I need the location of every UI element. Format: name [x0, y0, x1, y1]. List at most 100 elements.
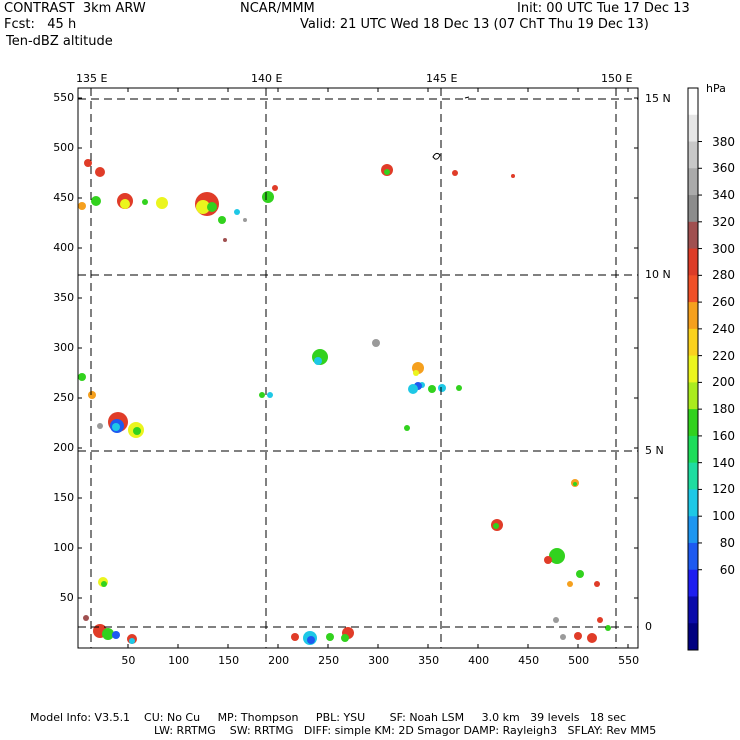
x-tick-label: 300 — [368, 654, 390, 667]
axis-ticks — [78, 88, 638, 648]
colorbar-swatch — [688, 114, 698, 143]
valid-time-label: Valid: 21 UTC Wed 18 Dec 13 (07 ChT Thu … — [300, 17, 649, 32]
echo-cell — [259, 392, 265, 398]
colorbar-level-label: 300 — [712, 241, 735, 256]
echo-cell — [84, 159, 92, 167]
colorbar-swatch — [688, 355, 698, 383]
colorbar-level-label: 340 — [712, 188, 735, 203]
echo-cell — [223, 238, 227, 242]
y-tick-label: 450 — [53, 191, 75, 204]
plot-frame — [77, 87, 639, 649]
echo-cell — [511, 174, 515, 178]
echo-cell — [243, 218, 247, 222]
colorbar-swatch — [688, 221, 698, 250]
echo-cell — [587, 633, 597, 643]
colorbar-level-label: 60 — [719, 562, 735, 577]
echo-cell — [544, 556, 552, 564]
lon-label-145e: 145 E — [426, 72, 458, 85]
colorbar-frame — [687, 87, 699, 651]
echo-cell — [142, 199, 148, 205]
island-outline-north — [464, 96, 470, 99]
colorbar-swatch — [688, 248, 698, 276]
echo-cell — [605, 625, 611, 631]
y-tick-label: 550 — [53, 91, 75, 104]
x-tick-label: 250 — [318, 654, 340, 667]
colorbar-level-label: 320 — [712, 214, 735, 229]
echo-cell — [267, 392, 273, 398]
y-tick-label: 50 — [59, 591, 74, 604]
echo-cell — [120, 199, 130, 209]
echo-cell — [553, 617, 559, 623]
echo-cell — [307, 636, 315, 644]
echo-cell — [196, 200, 210, 214]
echo-cell — [573, 482, 577, 486]
colorbar-swatch — [688, 168, 698, 196]
echo-cell — [576, 570, 584, 578]
x-tick-label: 50 — [121, 654, 136, 667]
echo-cell — [112, 631, 120, 639]
x-tick-label: 350 — [418, 654, 440, 667]
echo-cell — [234, 209, 240, 215]
echo-cell — [452, 170, 458, 176]
colorbar-level-label: 160 — [712, 428, 735, 443]
colorbar-level-label: 280 — [712, 268, 735, 283]
colorbar-level-label: 120 — [712, 482, 735, 497]
colorbar-level-label: 140 — [712, 455, 735, 470]
x-tick-label: 450 — [518, 654, 540, 667]
echo-cell — [574, 632, 582, 640]
colorbar-swatch — [688, 409, 698, 437]
y-tick-label: 150 — [53, 491, 75, 504]
echo-cell — [102, 628, 114, 640]
lon-label-135e: 135 E — [76, 72, 108, 85]
echo-cell — [341, 634, 349, 642]
forecast-hour-label: Fcst: 45 h — [4, 17, 77, 32]
echo-cell — [78, 373, 86, 381]
echo-cell — [404, 425, 410, 431]
echo-cell — [408, 384, 418, 394]
echo-cell — [493, 523, 499, 529]
colorbar-swatch — [688, 542, 698, 571]
y-tick-label: 400 — [53, 241, 75, 254]
echo-cell — [91, 196, 101, 206]
colorbar-swatch — [688, 382, 698, 410]
colorbar-swatch — [688, 328, 698, 357]
echo-cell — [101, 581, 107, 587]
init-time-label: Init: 00 UTC Tue 17 Dec 13 — [517, 1, 690, 16]
colorbar-swatch — [688, 569, 698, 597]
colorbar-swatch — [688, 462, 698, 490]
colorbar-swatch — [688, 623, 698, 651]
echo-cell — [372, 339, 380, 347]
echo-cell — [133, 427, 141, 435]
echo-cell — [272, 185, 278, 191]
echo-cell — [413, 370, 419, 376]
echo-cell — [384, 169, 390, 175]
colorbar-swatch — [688, 141, 698, 169]
model-info-line1: Model Info: V3.5.1 CU: No Cu MP: Thompso… — [30, 711, 627, 724]
lon-label-140e: 140 E — [251, 72, 283, 85]
x-tick-label: 200 — [268, 654, 290, 667]
x-tick-label: 550 — [618, 654, 640, 667]
echo-cell — [97, 423, 103, 429]
y-tick-label: 200 — [53, 441, 75, 454]
colorbar-level-label: 260 — [712, 295, 735, 310]
institution-label: NCAR/MMM — [240, 1, 315, 16]
echo-cell — [83, 615, 89, 621]
echo-cell — [567, 581, 573, 587]
colorbar-swatch — [688, 596, 698, 624]
echo-cell — [262, 191, 274, 203]
echo-cell — [218, 216, 226, 224]
colorbar-level-label: 220 — [712, 348, 735, 363]
x-tick-label: 400 — [468, 654, 490, 667]
colorbar-level-label: 180 — [712, 402, 735, 417]
echo-cell — [88, 391, 96, 399]
lat-label-10n: 10 N — [645, 268, 671, 281]
colorbar-swatch — [688, 275, 698, 303]
product-title: CONTRAST 3km ARW — [4, 1, 146, 16]
echo-cell — [314, 357, 322, 365]
y-tick-label: 350 — [53, 291, 75, 304]
colorbar-swatch — [688, 302, 698, 330]
x-tick-label: 500 — [568, 654, 590, 667]
colorbar-level-label: 80 — [719, 535, 735, 550]
echo-cell — [112, 423, 120, 431]
